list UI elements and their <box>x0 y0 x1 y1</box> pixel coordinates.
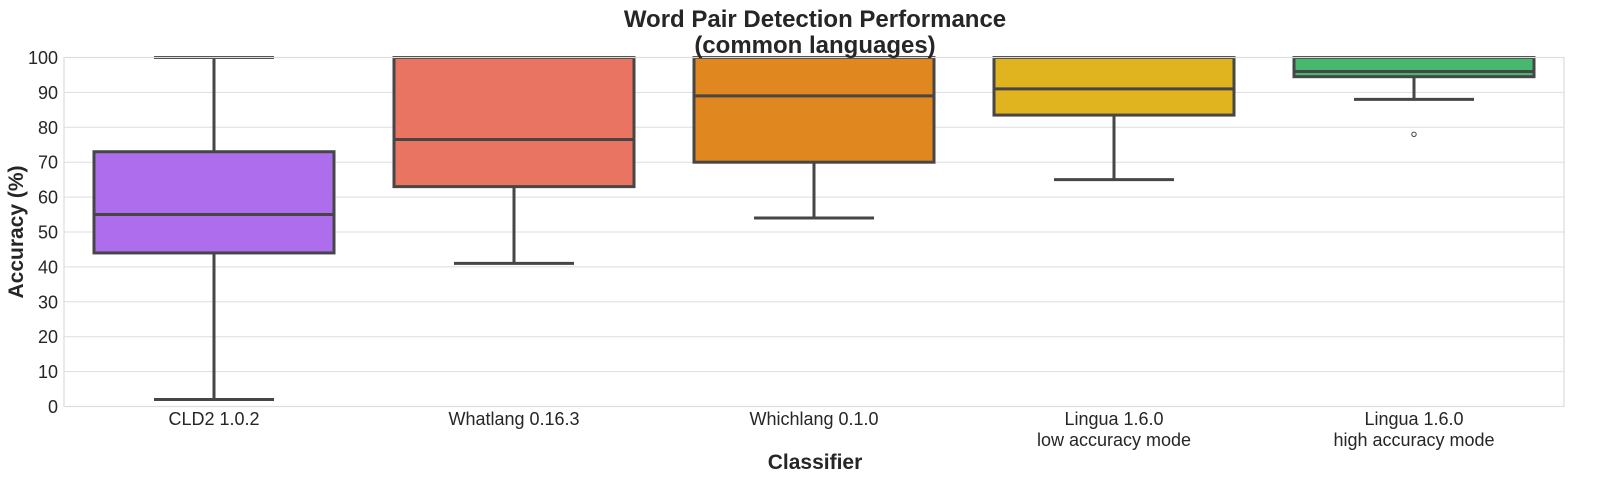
box-iqr <box>1292 56 1536 79</box>
box-iqr <box>392 56 636 189</box>
x-axis-label: Classifier <box>768 451 863 474</box>
x-tick-label: Lingua 1.6.0 <box>1364 409 1463 429</box>
box-iqr <box>692 56 936 164</box>
box-group <box>1292 56 1536 137</box>
y-tick-label: 90 <box>38 83 58 103</box>
x-tick-labels: CLD2 1.0.2 Whatlang 0.16.3 Whichlang 0.1.0… <box>168 409 1494 450</box>
y-tick-label: 70 <box>38 153 58 173</box>
x-tick-label: Whatlang 0.16.3 <box>448 409 579 429</box>
y-tick-labels: 0 10 20 30 40 50 60 70 80 90 100 <box>28 48 58 417</box>
outlier-point <box>1411 131 1417 137</box>
y-tick-label: 10 <box>38 362 58 382</box>
chart-subtitle: (common languages) <box>694 32 935 59</box>
box-iqr <box>92 150 336 255</box>
y-tick-label: 0 <box>48 397 58 417</box>
x-tick-label: low accuracy mode <box>1037 430 1191 450</box>
y-tick-label: 30 <box>38 292 58 312</box>
box-iqr <box>992 56 1236 117</box>
y-tick-label: 40 <box>38 257 58 277</box>
y-axis-label: Accuracy (%) <box>5 165 28 298</box>
box-group <box>392 56 636 265</box>
x-tick-label: Whichlang 0.1.0 <box>749 409 878 429</box>
y-tick-label: 60 <box>38 188 58 208</box>
box-group <box>992 56 1236 182</box>
y-tick-label: 100 <box>28 48 58 68</box>
box-group <box>692 56 936 220</box>
y-tick-label: 80 <box>38 118 58 138</box>
box-group <box>92 56 336 402</box>
y-tick-label: 20 <box>38 327 58 347</box>
y-tick-label: 50 <box>38 223 58 243</box>
plot-frame <box>63 56 1565 408</box>
box-series <box>92 56 1536 402</box>
x-tick-label: Lingua 1.6.0 <box>1064 409 1163 429</box>
x-tick-label: high accuracy mode <box>1333 430 1494 450</box>
x-tick-label: CLD2 1.0.2 <box>168 409 259 429</box>
chart-title: Word Pair Detection Performance <box>624 6 1006 33</box>
